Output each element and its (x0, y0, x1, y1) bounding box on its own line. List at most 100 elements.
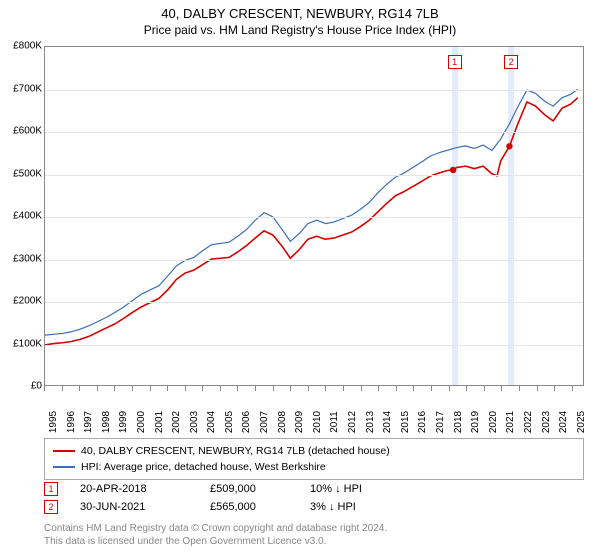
gridline-h (45, 302, 583, 303)
y-axis-label: £700K (2, 83, 42, 94)
footer-line-1: Contains HM Land Registry data © Crown c… (44, 522, 584, 535)
gridline-h (45, 175, 583, 176)
series-line-property (45, 98, 578, 345)
footer-line-2: This data is licensed under the Open Gov… (44, 535, 584, 548)
y-axis-label: £200K (2, 296, 42, 307)
x-tick (378, 386, 379, 391)
x-axis-label: 2005 (224, 411, 235, 433)
x-tick (237, 386, 238, 391)
chart-lines-svg (45, 47, 583, 385)
chart-legend: 40, DALBY CRESCENT, NEWBURY, RG14 7LB (d… (44, 438, 584, 480)
x-tick (44, 386, 45, 391)
x-tick (97, 386, 98, 391)
x-axis-label: 2009 (294, 411, 305, 433)
x-axis-label: 2007 (259, 411, 270, 433)
legend-label: 40, DALBY CRESCENT, NEWBURY, RG14 7LB (d… (81, 445, 390, 457)
gridline-h (45, 345, 583, 346)
sale-row: 1 20-APR-2018£509,00010% ↓ HPI (44, 480, 584, 498)
sale-row-price: £509,000 (210, 483, 310, 495)
x-tick (466, 386, 467, 391)
x-axis-label: 2023 (541, 411, 552, 433)
x-tick (185, 386, 186, 391)
x-tick (202, 386, 203, 391)
chart-footer: Contains HM Land Registry data © Crown c… (44, 522, 584, 548)
gridline-h (45, 132, 583, 133)
x-tick (449, 386, 450, 391)
chart-titles: 40, DALBY CRESCENT, NEWBURY, RG14 7LB Pr… (0, 0, 600, 39)
y-axis-label: £0 (2, 381, 42, 392)
legend-item: 40, DALBY CRESCENT, NEWBURY, RG14 7LB (d… (53, 443, 575, 459)
x-axis-label: 1997 (83, 411, 94, 433)
sale-row-date: 30-JUN-2021 (80, 501, 210, 513)
x-axis-label: 2013 (365, 411, 376, 433)
x-axis-label: 2000 (136, 411, 147, 433)
chart-title: 40, DALBY CRESCENT, NEWBURY, RG14 7LB (0, 6, 600, 21)
y-axis-label: £400K (2, 211, 42, 222)
sale-row-price: £565,000 (210, 501, 310, 513)
x-axis-label: 2025 (576, 411, 587, 433)
sale-marker-dot (450, 167, 456, 173)
x-axis-label: 2008 (277, 411, 288, 433)
sale-marker-dot (506, 143, 512, 149)
x-axis-label: 2001 (154, 411, 165, 433)
sale-row-pct: 10% ↓ HPI (310, 483, 420, 495)
x-axis-label: 2024 (558, 411, 569, 433)
x-tick (62, 386, 63, 391)
sale-row-id-box: 1 (44, 482, 58, 496)
gridline-h (45, 260, 583, 261)
x-axis-label: 1999 (118, 411, 129, 433)
x-tick (308, 386, 309, 391)
x-axis-label: 2017 (435, 411, 446, 433)
y-axis-label: £600K (2, 126, 42, 137)
legend-item: HPI: Average price, detached house, West… (53, 459, 575, 475)
x-tick (343, 386, 344, 391)
sale-marker-label: 1 (448, 55, 462, 69)
x-tick (220, 386, 221, 391)
x-axis-label: 2004 (206, 411, 217, 433)
x-tick (290, 386, 291, 391)
legend-label: HPI: Average price, detached house, West… (81, 461, 326, 473)
sale-data-rows: 1 20-APR-2018£509,00010% ↓ HPI 2 30-JUN-202… (44, 480, 584, 516)
x-axis-label: 2014 (382, 411, 393, 433)
y-axis-label: £100K (2, 338, 42, 349)
sale-row-date: 20-APR-2018 (80, 483, 210, 495)
y-axis-label: £800K (2, 41, 42, 52)
y-axis-label: £500K (2, 168, 42, 179)
chart-container: { "title": "40, DALBY CRESCENT, NEWBURY,… (0, 0, 600, 560)
x-tick (325, 386, 326, 391)
x-tick (554, 386, 555, 391)
sale-row: 2 30-JUN-2021£565,0003% ↓ HPI (44, 498, 584, 516)
x-axis-label: 1998 (101, 411, 112, 433)
x-tick (150, 386, 151, 391)
x-tick (537, 386, 538, 391)
y-axis-label: £300K (2, 253, 42, 264)
x-tick (396, 386, 397, 391)
sale-row-id-box: 2 (44, 500, 58, 514)
x-tick (572, 386, 573, 391)
x-axis-label: 2003 (189, 411, 200, 433)
series-line-hpi (45, 89, 578, 335)
x-tick (114, 386, 115, 391)
sale-marker-label: 2 (504, 55, 518, 69)
x-axis-label: 2016 (417, 411, 428, 433)
x-axis-label: 2006 (241, 411, 252, 433)
x-axis-label: 2019 (470, 411, 481, 433)
gridline-h (45, 90, 583, 91)
gridline-h (45, 217, 583, 218)
legend-swatch (53, 466, 75, 468)
x-tick (431, 386, 432, 391)
sale-row-pct: 3% ↓ HPI (310, 501, 420, 513)
x-axis-label: 2021 (505, 411, 516, 433)
x-axis-label: 2012 (347, 411, 358, 433)
x-tick (132, 386, 133, 391)
x-axis-label: 1995 (48, 411, 59, 433)
chart-plot-area: 12 (44, 46, 584, 386)
x-axis-label: 2018 (453, 411, 464, 433)
x-axis-label: 2002 (171, 411, 182, 433)
x-tick (484, 386, 485, 391)
x-tick (255, 386, 256, 391)
x-axis-label: 2011 (329, 411, 340, 433)
x-tick (501, 386, 502, 391)
x-tick (413, 386, 414, 391)
x-tick (79, 386, 80, 391)
